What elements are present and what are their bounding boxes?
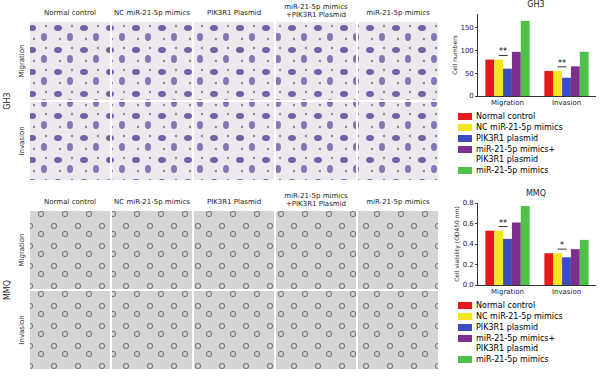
svg-text:150: 150 <box>460 24 473 32</box>
svg-text:Migration: Migration <box>18 233 26 266</box>
svg-text:NC miR-21-5p mimics: NC miR-21-5p mimics <box>114 9 190 17</box>
svg-text:Invasion: Invasion <box>18 315 26 344</box>
svg-text:Invasion: Invasion <box>552 288 581 296</box>
svg-text:miR-21-5p mimics+PIK3R1 Plasmi: miR-21-5p mimics+PIK3R1 Plasmid <box>284 3 348 19</box>
svg-text:Migration: Migration <box>491 288 524 296</box>
html-text:PIK3R1 plasmid: PIK3R1 plasmid <box>476 323 539 332</box>
svg-text:Invasion: Invasion <box>552 99 581 107</box>
svg-text:**: ** <box>558 59 566 68</box>
svg-text:Cell viability (OD450 nm): Cell viability (OD450 nm) <box>453 206 461 282</box>
svg-text:**: ** <box>499 47 507 56</box>
svg-text:GH3: GH3 <box>527 0 544 9</box>
svg-text:0.2: 0.2 <box>463 261 474 269</box>
html-text:Normal control: Normal control <box>476 112 536 121</box>
svg-text:GH3: GH3 <box>3 92 12 109</box>
svg-text:Cell numbers: Cell numbers <box>451 35 458 75</box>
svg-text:PIK3R1 Plasmid: PIK3R1 Plasmid <box>207 9 261 17</box>
svg-text:Normal control: Normal control <box>44 198 96 206</box>
svg-text:Invasion: Invasion <box>18 126 26 155</box>
html-text:miR-21-5p mimics: miR-21-5p mimics <box>476 355 549 364</box>
svg-text:100: 100 <box>460 47 473 55</box>
svg-text:NC miR-21-5p mimics: NC miR-21-5p mimics <box>114 198 190 206</box>
svg-text:**: ** <box>499 219 507 228</box>
svg-text:MMQ: MMQ <box>3 280 12 300</box>
svg-text:miR-21-5p mimics: miR-21-5p mimics <box>366 198 430 206</box>
svg-text:50: 50 <box>465 70 474 78</box>
svg-text:0: 0 <box>469 92 473 100</box>
html-text:miR-21-5p mimics+ PIK3R1 plasm: miR-21-5p mimics+ PIK3R1 plasmid <box>476 334 556 353</box>
svg-text:miR-21-5p mimics+PIK3R1 Plasmi: miR-21-5p mimics+PIK3R1 Plasmid <box>284 192 348 208</box>
html-text:miR-21-5p mimics: miR-21-5p mimics <box>476 166 549 175</box>
svg-text:0.0: 0.0 <box>463 281 474 289</box>
svg-text:*: * <box>560 241 564 250</box>
html-text:PIK3R1 plasmid: PIK3R1 plasmid <box>476 134 539 143</box>
svg-text:MMQ: MMQ <box>526 189 546 198</box>
svg-text:Migration: Migration <box>18 44 26 77</box>
svg-text:PIK3R1 Plasmid: PIK3R1 Plasmid <box>207 198 261 206</box>
html-text:NC miR-21-5p mimics: NC miR-21-5p mimics <box>476 123 563 132</box>
svg-text:0.4: 0.4 <box>463 240 475 248</box>
html-text:miR-21-5p mimics+ PIK3R1 plasm: miR-21-5p mimics+ PIK3R1 plasmid <box>476 145 556 164</box>
svg-text:Migration: Migration <box>491 99 524 107</box>
html-text:Normal control: Normal control <box>476 301 536 310</box>
html-text:NC miR-21-5p mimics: NC miR-21-5p mimics <box>476 312 563 321</box>
svg-text:0.8: 0.8 <box>463 199 474 207</box>
svg-text:miR-21-5p mimics: miR-21-5p mimics <box>366 9 430 17</box>
svg-text:Normal control: Normal control <box>44 9 96 17</box>
svg-text:0.6: 0.6 <box>463 220 475 228</box>
